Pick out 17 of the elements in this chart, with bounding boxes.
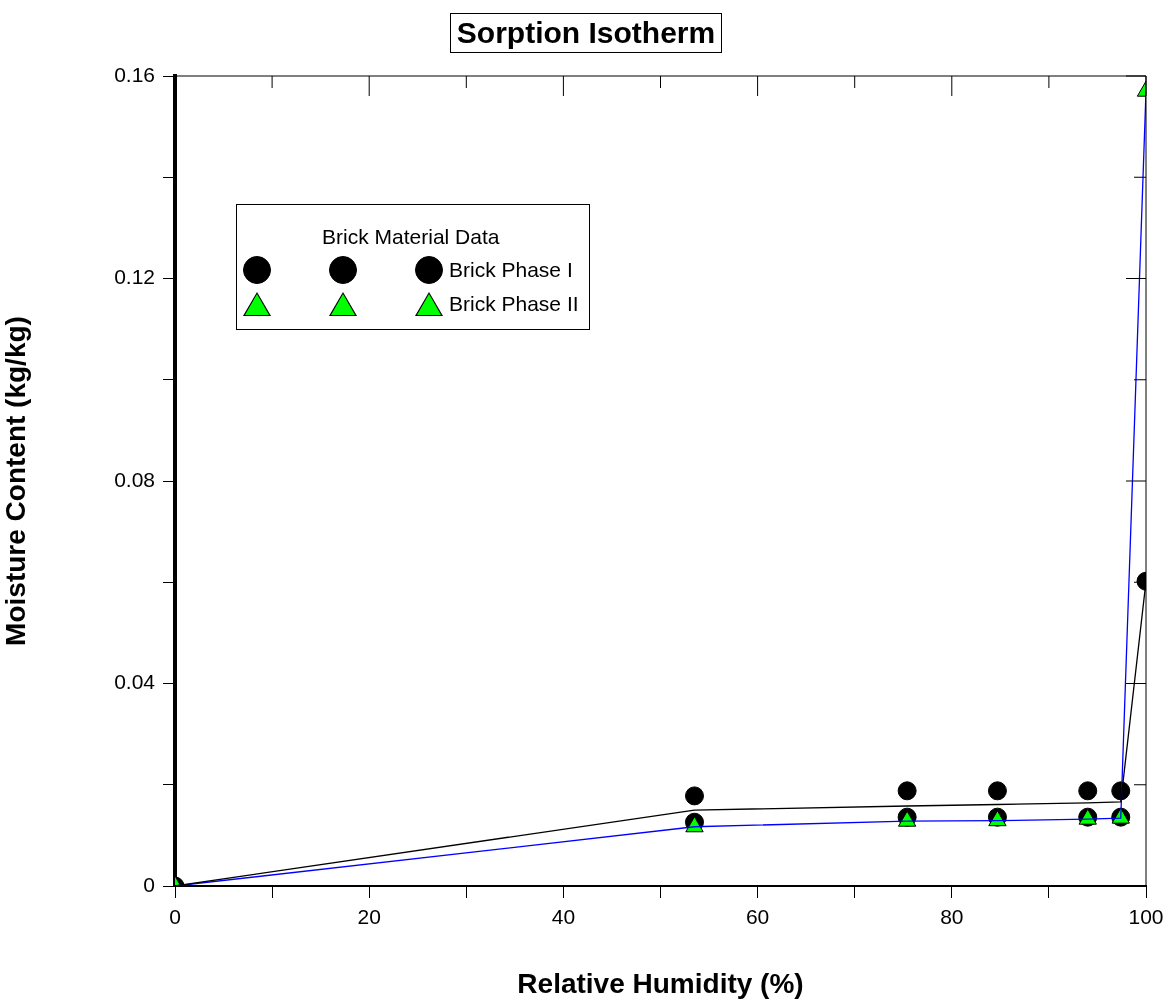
x-tick-label: 60 <box>745 905 770 929</box>
x-tick-label: 40 <box>551 905 576 929</box>
x-tick-label: 100 <box>1128 905 1164 929</box>
legend-label: Brick Phase II <box>449 292 579 316</box>
y-tick-label: 0.04 <box>114 670 156 694</box>
y-tick-label: 0.08 <box>114 467 155 491</box>
x-tick-label: 20 <box>357 905 381 929</box>
legend-title: Brick Material Data <box>321 225 501 249</box>
y-tick-label: 0.16 <box>114 62 155 86</box>
legend-label: Brick Phase I <box>449 258 573 282</box>
y-tick-label: 0 <box>143 872 155 896</box>
chart-title: Sorption Isotherm <box>449 13 723 53</box>
x-tick-label: 80 <box>940 905 964 929</box>
y-axis-title: Moisture Content (kg/kg) <box>0 316 31 646</box>
x-tick-label: 0 <box>169 905 181 929</box>
x-axis-title: Relative Humidity (%) <box>517 967 804 999</box>
y-tick-label: 0.12 <box>114 265 155 289</box>
